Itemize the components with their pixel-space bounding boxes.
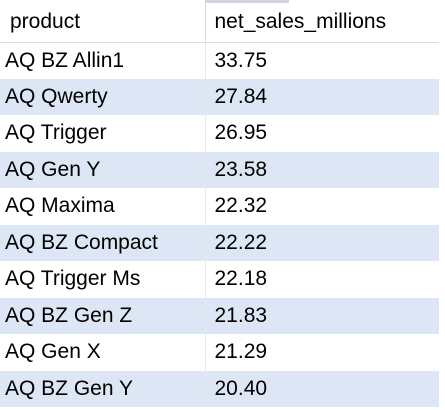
- product-cell[interactable]: AQ Trigger: [0, 115, 206, 152]
- net-sales-cell[interactable]: 33.75: [205, 42, 440, 79]
- net-sales-cell[interactable]: 23.58: [205, 151, 440, 188]
- net-sales-cell[interactable]: 22.32: [205, 188, 440, 225]
- net-sales-cell[interactable]: 22.22: [205, 224, 440, 261]
- column-resize-indicator: [205, 0, 289, 3]
- product-cell[interactable]: AQ BZ Allin1: [0, 42, 206, 79]
- grid-right-margin: [439, 3, 445, 410]
- product-cell[interactable]: AQ Gen X: [0, 334, 206, 371]
- table-row[interactable]: AQ Maxima 22.32: [0, 188, 440, 225]
- column-header-net-sales-millions[interactable]: net_sales_millions: [205, 3, 440, 43]
- table-row[interactable]: AQ Qwerty 27.84: [0, 78, 440, 115]
- table-row[interactable]: AQ BZ Compact 22.22: [0, 224, 440, 261]
- results-table: product net_sales_millions AQ BZ Allin1 …: [0, 3, 440, 407]
- header-row: product net_sales_millions: [0, 3, 440, 43]
- table-row[interactable]: AQ BZ Gen Z 21.83: [0, 297, 440, 334]
- table-row[interactable]: AQ Trigger 26.95: [0, 115, 440, 152]
- table-row[interactable]: AQ Trigger Ms 22.18: [0, 261, 440, 298]
- product-cell[interactable]: AQ BZ Gen Z: [0, 297, 206, 334]
- product-cell[interactable]: AQ Qwerty: [0, 78, 206, 115]
- product-cell[interactable]: AQ Gen Y: [0, 151, 206, 188]
- table-row[interactable]: AQ BZ Gen Y 20.40: [0, 370, 440, 407]
- net-sales-cell[interactable]: 27.84: [205, 78, 440, 115]
- table-row[interactable]: AQ Gen Y 23.58: [0, 151, 440, 188]
- table-row[interactable]: AQ Gen X 21.29: [0, 334, 440, 371]
- net-sales-cell[interactable]: 21.83: [205, 297, 440, 334]
- net-sales-cell[interactable]: 22.18: [205, 261, 440, 298]
- column-header-product[interactable]: product: [0, 3, 206, 43]
- table-row[interactable]: AQ BZ Allin1 33.75: [0, 42, 440, 79]
- product-cell[interactable]: AQ BZ Compact: [0, 224, 206, 261]
- net-sales-cell[interactable]: 21.29: [205, 334, 440, 371]
- product-cell[interactable]: AQ Trigger Ms: [0, 261, 206, 298]
- product-cell[interactable]: AQ BZ Gen Y: [0, 370, 206, 407]
- net-sales-cell[interactable]: 26.95: [205, 115, 440, 152]
- product-cell[interactable]: AQ Maxima: [0, 188, 206, 225]
- net-sales-cell[interactable]: 20.40: [205, 370, 440, 407]
